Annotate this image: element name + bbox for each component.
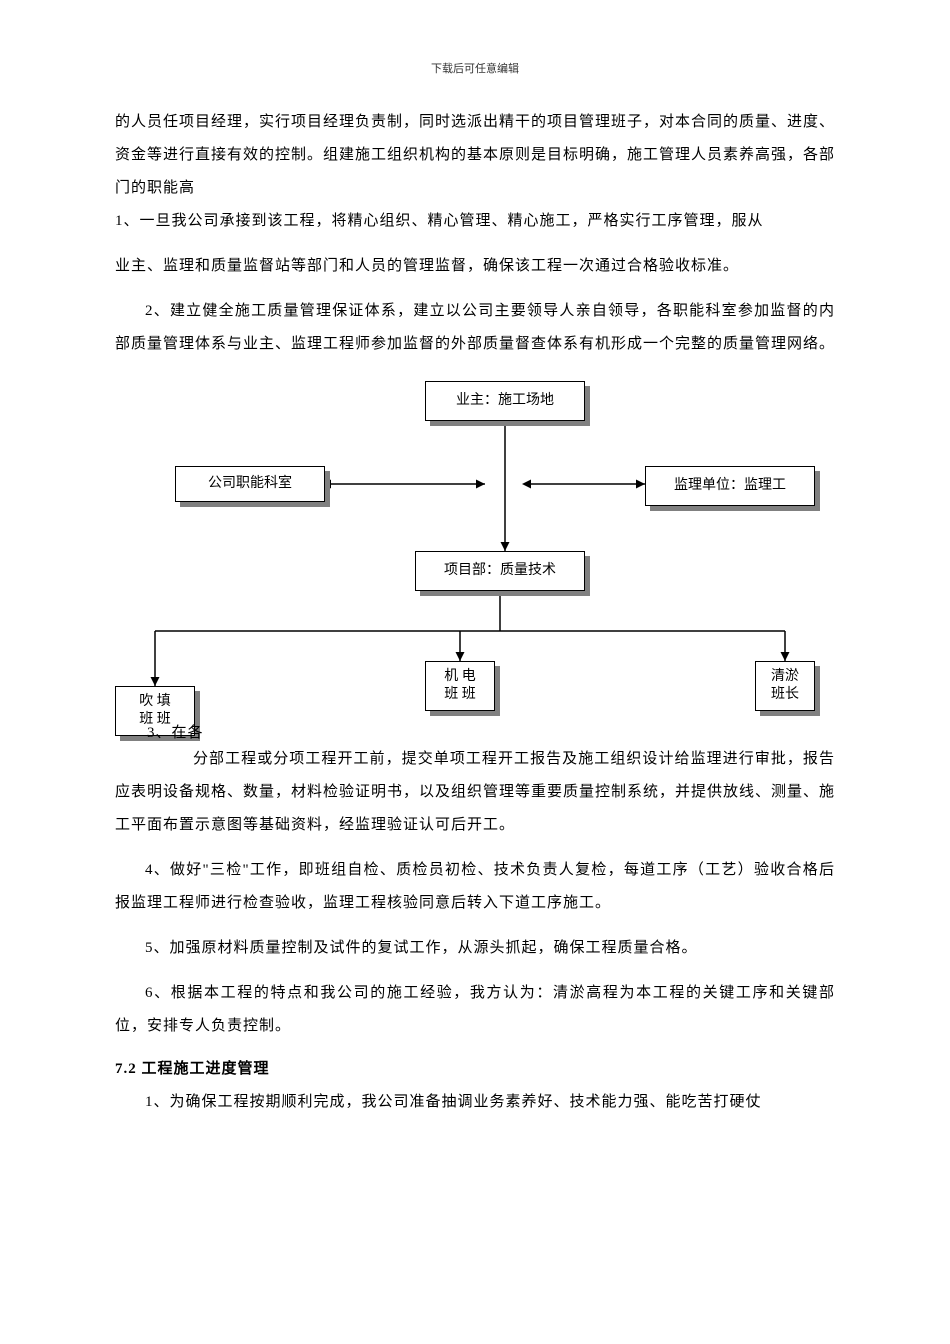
paragraph-8: 6、根据本工程的特点和我公司的施工经验，我方认为：清淤高程为本工程的关键工序和关… xyxy=(115,977,835,1043)
header-note: 下载后可任意编辑 xyxy=(115,60,835,76)
paragraph-7: 5、加强原材料质量控制及试件的复试工作，从源头抓起，确保工程质量合格。 xyxy=(115,932,835,965)
node-supervisor: 监理单位：监理工 xyxy=(645,466,815,506)
node-dredge: 清淤 班长 xyxy=(755,661,815,711)
node-mech-elec: 机 电 班 班 xyxy=(425,661,495,711)
paragraph-2: 1、一旦我公司承接到该工程，将精心组织、精心管理、精心施工，严格实行工序管理，服… xyxy=(115,205,835,238)
node-company: 公司职能科室 xyxy=(175,466,325,502)
node-project: 项目部：质量技术 xyxy=(415,551,585,591)
paragraph-9: 1、为确保工程按期顺利完成，我公司准备抽调业务素养好、技术能力强、能吃苦打硬仗 xyxy=(115,1086,835,1119)
paragraph-4: 2、建立健全施工质量管理保证体系，建立以公司主要领导人亲自领导，各职能科室参加监… xyxy=(115,295,835,361)
paragraph-5-leading: 3、在各 xyxy=(147,717,204,750)
paragraph-3: 业主、监理和质量监督站等部门和人员的管理监督，确保该工程一次通过合格验收标准。 xyxy=(115,250,835,283)
document-page: 下载后可任意编辑 的人员任项目经理，实行项目经理负责制，同时选派出精干的项目管理… xyxy=(0,0,950,1179)
node-owner: 业主：施工场地 xyxy=(425,381,585,421)
paragraph-6: 4、做好"三检"工作，即班组自检、质检员初检、技术负责人复检，每道工序（工艺）验… xyxy=(115,854,835,920)
paragraph-5: 分部工程或分项工程开工前，提交单项工程开工报告及施工组织设计给监理进行审批，报告… xyxy=(115,743,835,842)
section-7-2-title: 7.2 工程施工进度管理 xyxy=(115,1057,835,1078)
org-diagram: 业主：施工场地公司职能科室监理单位：监理工项目部：质量技术吹 填 班 班机 电 … xyxy=(115,381,835,751)
paragraph-1: 的人员任项目经理，实行项目经理负责制，同时选派出精干的项目管理班子，对本合同的质… xyxy=(115,106,835,205)
